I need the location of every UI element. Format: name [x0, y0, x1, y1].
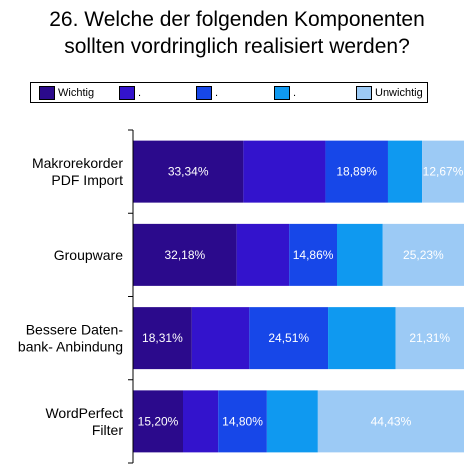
data-label-4-5: 44,43% [371, 414, 412, 428]
category-label-1-line-1: Makrorekorder [32, 155, 123, 171]
legend-swatch-5 [356, 85, 372, 100]
legend-item-5: Unwichtig [356, 83, 423, 102]
data-label-2-3: 14,86% [293, 248, 334, 262]
legend-swatch-2 [119, 85, 135, 100]
data-label-3-1: 18,31% [142, 331, 183, 345]
category-label-1-line-2: PDF Import [51, 172, 123, 188]
legend-swatch-3 [196, 85, 212, 100]
bar-4-segment-4 [266, 390, 318, 453]
data-label-1-5: 12,67% [423, 165, 464, 179]
chart-title-line-1: 26. Welche der folgenden Komponenten [49, 8, 425, 31]
chart-title-line-2: sollten vordringlich realisiert werden? [64, 35, 410, 58]
bar-3-segment-4 [328, 307, 396, 370]
bar-3-segment-2 [191, 307, 250, 370]
bar-4-segment-3 [218, 390, 267, 453]
bar-2-segment-4 [337, 223, 383, 286]
category-label-4-line-2: Filter [92, 422, 123, 438]
legend-label-2: . [138, 86, 142, 99]
legend-item-4: . [274, 83, 296, 102]
legend-label-5: Unwichtig [375, 86, 423, 99]
bar-1-segment-2 [243, 140, 326, 203]
bars-group [133, 140, 464, 453]
bar-2-segment-3 [289, 223, 338, 286]
data-label-1-3: 18,89% [336, 165, 377, 179]
category-label-3-line-1: Bessere Daten- [26, 322, 124, 338]
data-label-3-5: 21,31% [409, 331, 450, 345]
bar-4-segment-2 [182, 390, 219, 453]
bar-3-segment-5 [395, 307, 464, 370]
bar-4-segment-5 [317, 390, 464, 453]
bar-3-segment-1 [133, 307, 192, 370]
bar-2-segment-5 [382, 223, 464, 286]
bar-1-segment-3 [325, 140, 388, 203]
legend-swatch-1 [39, 85, 55, 100]
axis-group [128, 129, 134, 464]
bar-4-segment-1 [133, 390, 183, 453]
data-label-4-3: 14,80% [222, 414, 263, 428]
bar-1-segment-1 [133, 140, 244, 203]
data-label-3-3: 24,51% [268, 331, 309, 345]
category-label-3-line-2: bank- Anbindung [18, 339, 123, 355]
legend-item-1: Wichtig [39, 83, 94, 102]
legend-label-1: Wichtig [58, 86, 95, 99]
bar-2-segment-1 [133, 223, 237, 286]
chart-title: 26. Welche der folgenden Komponenten sol… [0, 6, 474, 60]
legend-item-2: . [119, 83, 141, 102]
category-label-2-line-1: Groupware [54, 247, 123, 263]
data-label-2-5: 25,23% [403, 248, 444, 262]
category-label-4-line-1: WordPerfect [45, 405, 123, 421]
legend-label-3: . [215, 86, 219, 99]
legend-item-3: . [196, 83, 218, 102]
legend-label-4: . [293, 86, 297, 99]
data-label-1-1: 33,34% [168, 165, 209, 179]
legend-swatch-4 [274, 85, 290, 100]
data-label-2-1: 32,18% [164, 248, 205, 262]
legend: Wichtig . . . Unwichtig [30, 82, 428, 103]
data-label-4-1: 15,20% [138, 414, 179, 428]
bar-2-segment-2 [236, 223, 290, 286]
bar-1-segment-4 [387, 140, 423, 203]
bar-3-segment-3 [249, 307, 329, 370]
bar-1-segment-5 [422, 140, 464, 203]
